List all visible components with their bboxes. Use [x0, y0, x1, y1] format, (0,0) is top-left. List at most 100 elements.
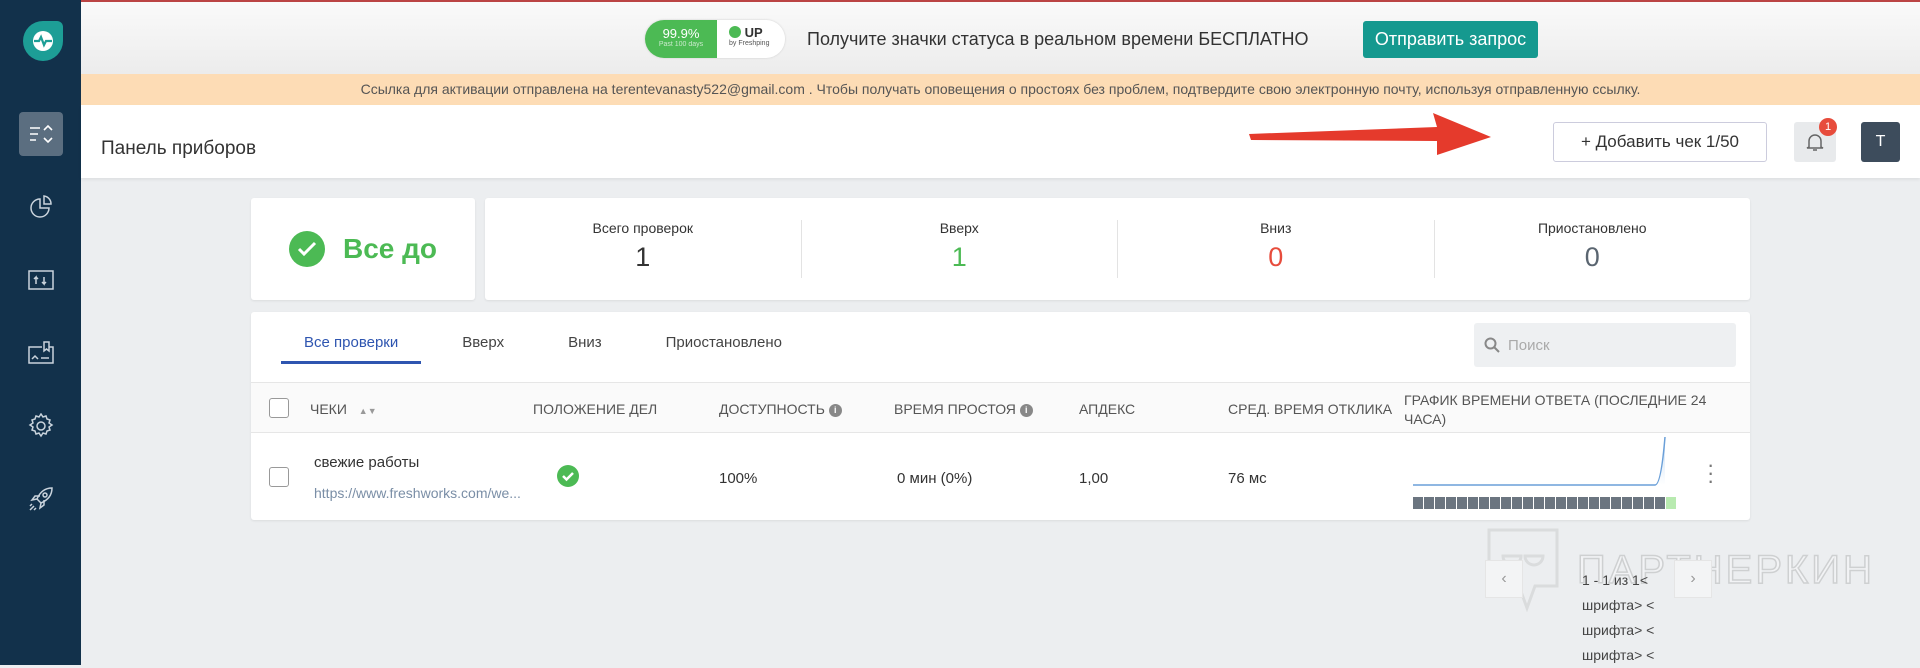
search-input[interactable]: Поиск [1474, 323, 1736, 367]
pagination: 1 - 1 из 1< шрифта> < шрифта> < шрифта> … [1582, 568, 1654, 668]
sparkline-area [1413, 437, 1665, 485]
stats-card: Всего проверок 1 Вверх 1 Вниз 0 Приостановл… [485, 198, 1750, 300]
badge-status: UP [744, 25, 763, 40]
pagination-extra: шрифта> < [1582, 622, 1655, 638]
overall-status-card: Все до [251, 198, 475, 300]
column-downtime: ВРЕМЯ ПРОСТОЯ i [894, 401, 1033, 417]
promo-banner: 99.9% Past 100 days UP by Freshping Получи… [81, 0, 1920, 74]
tab-all[interactable]: Все проверки [281, 334, 422, 364]
prev-page-button[interactable]: ‹ [1485, 560, 1523, 598]
check-circle-icon [288, 231, 325, 267]
hour-status-bar[interactable] [1600, 497, 1610, 509]
hour-status-bar[interactable] [1523, 497, 1533, 509]
status-page-icon [28, 270, 54, 290]
hourly-status-bars [1413, 497, 1677, 509]
info-icon[interactable]: i [1019, 404, 1033, 417]
hour-status-bar[interactable] [1545, 497, 1555, 509]
stat-label: Приостановлено [1537, 220, 1647, 236]
hour-status-bar[interactable] [1567, 497, 1577, 509]
banner-text: Получите значки статуса в реальном време… [807, 29, 1309, 49]
response-sparkline [1413, 436, 1666, 486]
tab-up[interactable]: Вверх [462, 334, 505, 351]
column-status: ПОЛОЖЕНИЕ ДЕЛ [533, 401, 658, 417]
sidebar-item-incidents[interactable] [19, 331, 63, 375]
availability-value: 100% [719, 470, 758, 487]
downtime-value: 0 мин (0%) [897, 470, 973, 487]
hour-status-bar[interactable] [1589, 497, 1599, 509]
page-title: Панель приборов [101, 138, 257, 159]
check-url[interactable]: https://www.freshworks.com/we... [314, 485, 521, 501]
red-arrow-annotation [1249, 113, 1491, 155]
column-apdex: АПДЕКС [1079, 401, 1136, 417]
sort-icon[interactable]: ▲▼ [358, 406, 377, 416]
column-label: ВРЕМЯ ПРОСТОЯ [894, 401, 1016, 417]
hour-status-bar[interactable] [1655, 497, 1665, 509]
page-header: Панель приборов + Добавить чек 1/50 1 T [81, 105, 1920, 178]
hour-status-bar[interactable] [1479, 497, 1489, 509]
hour-status-bar[interactable] [1644, 497, 1654, 509]
hour-status-bar[interactable] [1490, 497, 1500, 509]
watermark-text: ПАРТНЕРКИН [1576, 547, 1875, 593]
hour-status-bar[interactable] [1468, 497, 1478, 509]
hour-status-bar[interactable] [1446, 497, 1456, 509]
column-checks[interactable]: ЧЕКИ ▲▼ [310, 401, 377, 417]
filter-tabs: Все проверки Вверх Вниз Приостановлено [281, 334, 823, 364]
hour-status-bar[interactable] [1578, 497, 1588, 509]
more-options-icon[interactable]: · · · [1707, 452, 1715, 493]
hour-status-bar[interactable] [1435, 497, 1445, 509]
tab-paused[interactable]: Приостановлено [665, 334, 782, 351]
sidebar-item-status-pages[interactable] [19, 258, 63, 302]
notifications-button[interactable]: 1 [1794, 118, 1837, 162]
hour-status-bar[interactable] [1457, 497, 1467, 509]
table-row[interactable]: свежие работы https://www.freshworks.com… [251, 433, 1750, 520]
settings-icon [28, 413, 54, 438]
tab-down[interactable]: Вниз [568, 334, 602, 351]
notification-count: 1 [1819, 118, 1837, 136]
select-all-checkbox[interactable] [269, 398, 289, 418]
badge-up-icon [729, 26, 741, 38]
stat-up: Вверх 1 [802, 220, 1118, 278]
search-icon [1484, 337, 1500, 353]
reports-icon [30, 195, 52, 218]
column-availability: ДОСТУПНОСТЬ i [719, 401, 842, 417]
status-up-icon [557, 465, 579, 487]
freshping-logo-icon[interactable] [23, 21, 63, 61]
hour-status-bar[interactable] [1534, 497, 1544, 509]
hour-status-bar[interactable] [1633, 497, 1643, 509]
row-checkbox[interactable] [269, 467, 289, 487]
hour-status-bar[interactable] [1666, 497, 1676, 509]
table-header: ЧЕКИ ▲▼ ПОЛОЖЕНИЕ ДЕЛ ДОСТУПНОСТЬ i ВРЕМ… [251, 382, 1750, 433]
stat-label: Вниз [1260, 220, 1292, 236]
info-icon[interactable]: i [828, 404, 842, 417]
sidebar-item-dashboard[interactable] [19, 112, 63, 156]
stat-value: 1 [951, 242, 967, 272]
hour-status-bar[interactable] [1501, 497, 1511, 509]
overall-status-text: Все до [342, 233, 438, 264]
sidebar-item-settings[interactable] [19, 404, 63, 448]
check-name[interactable]: свежие работы [314, 454, 420, 471]
sidebar [0, 0, 81, 665]
apdex-value: 1,00 [1079, 470, 1109, 487]
hour-status-bar[interactable] [1556, 497, 1566, 509]
stat-label: Всего проверок [592, 220, 693, 236]
search-placeholder: Поиск [1508, 336, 1550, 354]
hour-status-bar[interactable] [1413, 497, 1423, 509]
hour-status-bar[interactable] [1424, 497, 1434, 509]
send-request-button[interactable]: Отправить запрос [1363, 21, 1538, 58]
hour-status-bar[interactable] [1622, 497, 1632, 509]
stat-down: Вниз 0 [1118, 220, 1435, 278]
pagination-extra: шрифта> < [1582, 597, 1655, 613]
next-page-button[interactable]: › [1674, 560, 1712, 598]
sidebar-item-get-started[interactable] [19, 477, 63, 521]
hour-status-bar[interactable] [1512, 497, 1522, 509]
badge-by: by Freshping [729, 40, 770, 47]
column-response-graph: ГРАФИК ВРЕМЕНИ ОТВЕТА (ПОСЛЕДНИЕ 24 ЧАСА… [1404, 392, 1707, 427]
add-check-button[interactable]: + Добавить чек 1/50 [1553, 122, 1767, 162]
column-label: ЧЕКИ [310, 401, 347, 417]
column-avg-response: СРЕД. ВРЕМЯ ОТКЛИКА [1228, 401, 1393, 417]
sparkline-line [1413, 436, 1666, 486]
hour-status-bar[interactable] [1611, 497, 1621, 509]
sidebar-item-reports[interactable] [19, 185, 63, 229]
badge-uptime: 99.9% [662, 26, 700, 41]
avatar[interactable]: T [1861, 122, 1900, 162]
